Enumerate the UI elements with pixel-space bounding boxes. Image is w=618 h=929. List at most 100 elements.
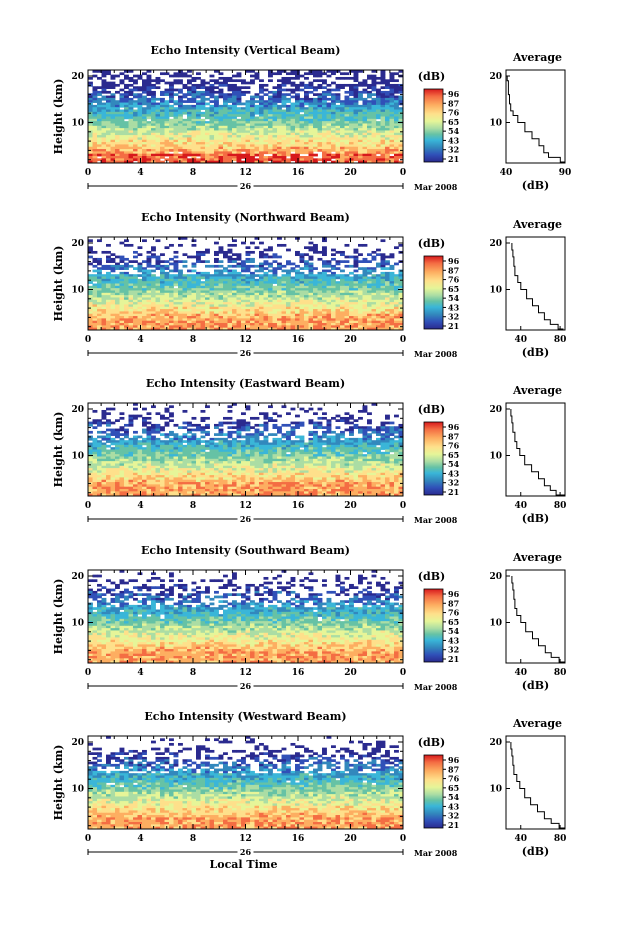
profile-frame (505, 569, 566, 664)
colorbar-label: 54 (448, 293, 460, 303)
date-label: 26 (240, 847, 252, 857)
profile-x-label: (dB) (522, 512, 549, 525)
x-tick-label: 0 (400, 501, 406, 511)
x-tick-label: 20 (344, 668, 357, 678)
colorbar-label: 87 (448, 598, 459, 608)
x-tick-label: 0 (400, 668, 406, 678)
month-label: Mar 2008 (414, 349, 458, 359)
profile-y-tick: 20 (489, 239, 502, 249)
colorbar-label: 54 (448, 792, 460, 802)
profile-x-label: (dB) (522, 179, 549, 192)
colorbar-label: 96 (448, 256, 460, 266)
colorbar-label: 87 (448, 265, 459, 275)
x-tick-label: 16 (292, 168, 305, 178)
colorbar-label: 21 (448, 154, 459, 164)
colorbar-label: 65 (448, 450, 459, 460)
profile-x-tick: 80 (554, 834, 567, 844)
profile-frame (505, 735, 566, 830)
x-tick-label: 8 (190, 501, 196, 511)
profile-x-tick: 80 (554, 668, 567, 678)
colorbar-unit: (dB) (418, 736, 445, 749)
profile-frame (505, 402, 566, 497)
x-tick-label: 12 (239, 168, 252, 178)
colorbar-label: 32 (448, 312, 459, 322)
colorbar-label: 76 (448, 108, 460, 118)
panel-title: Echo Intensity (Vertical Beam) (150, 44, 340, 57)
x-tick-label: 12 (239, 834, 252, 844)
profile-frame (505, 69, 566, 164)
profile-line (506, 76, 566, 163)
x-tick-label: 0 (400, 834, 406, 844)
colorbar-label: 43 (448, 635, 460, 645)
colorbar (423, 754, 444, 829)
y-tick-label: 10 (71, 286, 84, 296)
profile-frame (505, 236, 566, 331)
x-tick-label: 20 (344, 335, 357, 345)
profile-title: Average (512, 551, 562, 564)
heatmap (88, 70, 404, 164)
heatmap (88, 403, 404, 497)
colorbar-unit: (dB) (418, 570, 445, 583)
profile-title: Average (512, 717, 562, 730)
colorbar-label: 21 (448, 321, 459, 331)
profile-line (510, 742, 565, 829)
panel-0: Echo Intensity (Vertical Beam) 10 20 Height… (52, 44, 571, 192)
colorbar (423, 588, 444, 663)
colorbar-label: 43 (448, 302, 460, 312)
profile-x-label: (dB) (522, 346, 549, 359)
colorbar-label: 43 (448, 135, 460, 145)
x-tick-label: 4 (137, 335, 143, 345)
x-tick-label: 0 (400, 168, 406, 178)
x-tick-label: 12 (239, 668, 252, 678)
y-tick-label: 10 (71, 619, 84, 629)
panel-2: Echo Intensity (Eastward Beam) 10 20 Height… (52, 377, 566, 525)
profile-x-tick: 40 (514, 501, 527, 511)
y-axis-label: Height (km) (52, 79, 65, 155)
colorbar-label: 76 (448, 275, 460, 285)
x-tick-label: 0 (85, 168, 91, 178)
x-tick-label: 8 (190, 168, 196, 178)
profile-x-tick: 80 (554, 501, 567, 511)
profile-y-tick: 10 (489, 119, 502, 129)
colorbar-label: 21 (448, 654, 459, 664)
x-tick-label: 0 (85, 668, 91, 678)
profile-title: Average (512, 51, 562, 64)
y-tick-label: 10 (71, 452, 84, 462)
x-tick-label: 16 (292, 335, 305, 345)
x-tick-label: 16 (292, 501, 305, 511)
x-tick-label: 0 (85, 335, 91, 345)
colorbar (423, 88, 444, 163)
y-axis-label: Height (km) (52, 745, 65, 821)
colorbar-label: 65 (448, 284, 459, 294)
x-tick-label: 0 (85, 501, 91, 511)
profile-x-label: (dB) (522, 679, 549, 692)
colorbar-label: 87 (448, 98, 459, 108)
colorbar-label: 54 (448, 626, 460, 636)
x-tick-label: 4 (137, 668, 143, 678)
colorbar (423, 421, 444, 496)
profile-line (510, 409, 565, 496)
date-label: 26 (240, 348, 252, 358)
x-tick-label: 20 (344, 168, 357, 178)
y-axis-label: Height (km) (52, 246, 65, 322)
profile-x-tick: 40 (514, 335, 527, 345)
colorbar (423, 255, 444, 330)
profile-y-tick: 10 (489, 785, 502, 795)
date-label: 26 (240, 181, 252, 191)
x-tick-label: 8 (190, 335, 196, 345)
profile-x-tick: 90 (559, 168, 572, 178)
colorbar-label: 76 (448, 774, 460, 784)
colorbar-label: 54 (448, 126, 460, 136)
month-label: Mar 2008 (414, 682, 458, 692)
colorbar-label: 54 (448, 459, 460, 469)
x-tick-label: 20 (344, 501, 357, 511)
month-label: Mar 2008 (414, 848, 458, 858)
profile-x-tick: 80 (554, 335, 567, 345)
colorbar-label: 96 (448, 755, 460, 765)
y-tick-label: 20 (71, 738, 84, 748)
panel-title: Echo Intensity (Southward Beam) (141, 544, 350, 557)
profile-y-tick: 20 (489, 72, 502, 82)
colorbar-unit: (dB) (418, 70, 445, 83)
profile-title: Average (512, 384, 562, 397)
